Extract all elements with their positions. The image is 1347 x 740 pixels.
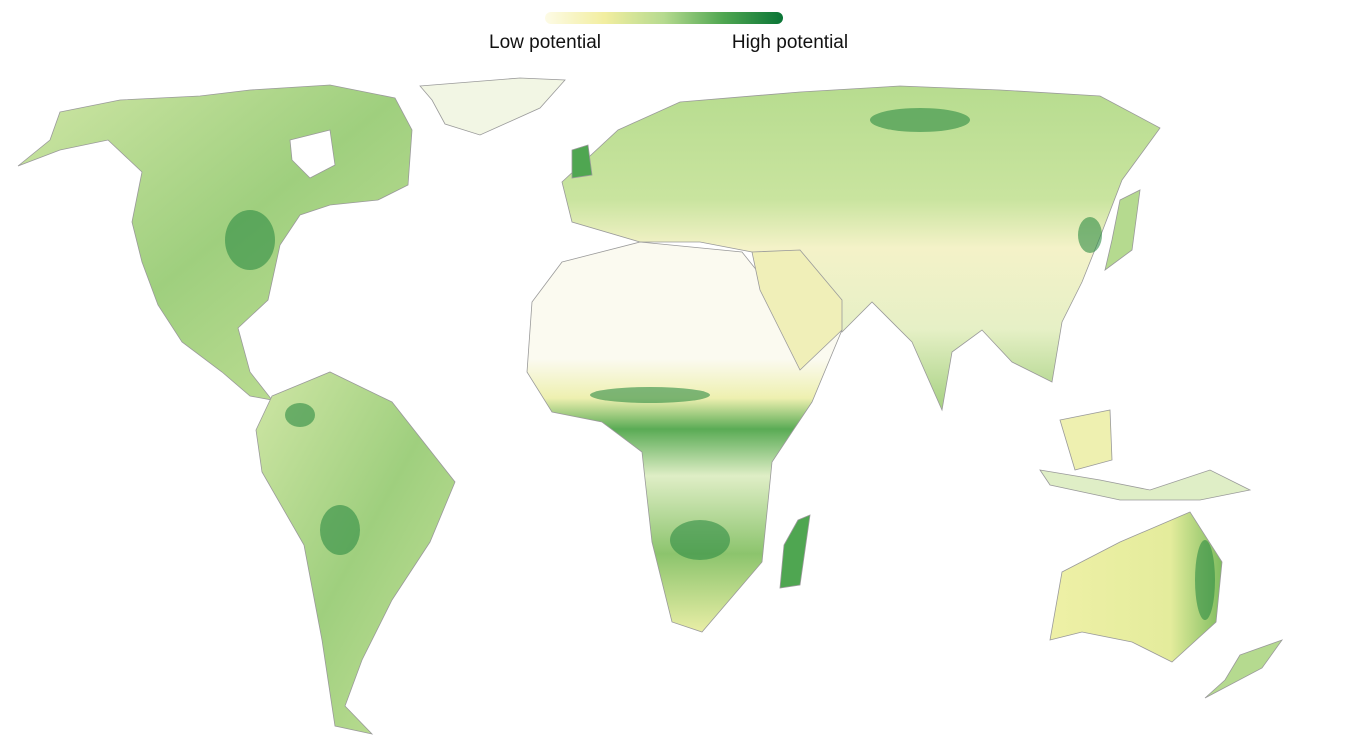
high-potential-patches xyxy=(225,108,1215,620)
legend-color-bar xyxy=(545,12,783,24)
greenland xyxy=(419,77,566,136)
north-america xyxy=(17,84,413,401)
japan xyxy=(1104,189,1141,271)
legend-high-label: High potential xyxy=(732,32,848,53)
new-zealand xyxy=(1204,639,1284,699)
arabia xyxy=(751,249,843,371)
uk xyxy=(571,144,593,179)
australia xyxy=(1049,511,1223,663)
madagascar xyxy=(779,514,811,589)
legend-low-label: Low potential xyxy=(489,32,601,53)
south-america xyxy=(255,371,456,735)
world-map xyxy=(17,77,1284,735)
legend: Low potential High potential xyxy=(489,12,848,53)
borneo xyxy=(1059,409,1113,471)
hudson-bay xyxy=(289,129,336,179)
indonesia xyxy=(1039,469,1252,501)
